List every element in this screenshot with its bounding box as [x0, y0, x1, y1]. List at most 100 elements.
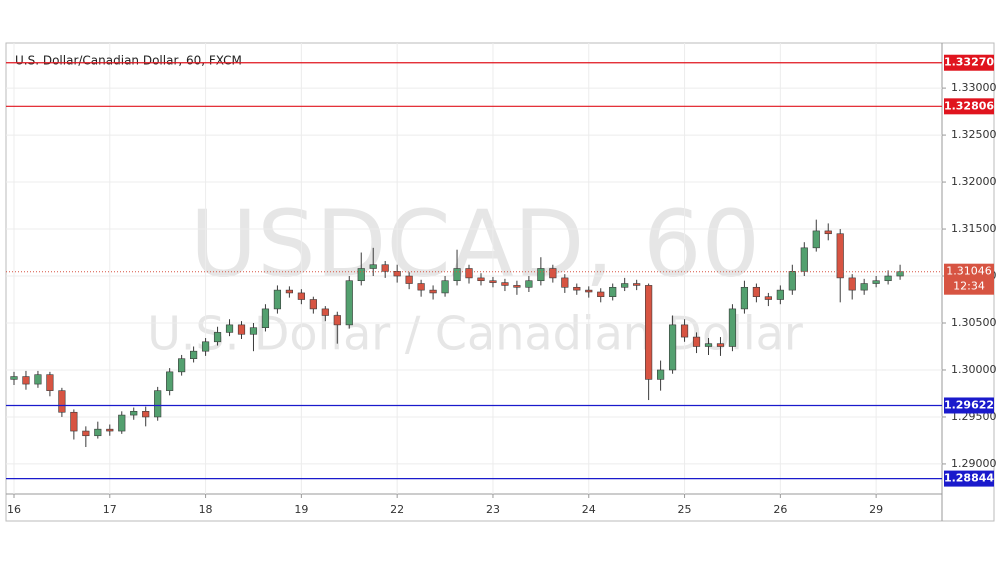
candle-body [10, 376, 18, 380]
candle-body [621, 283, 629, 288]
level-label: 1.28844 [944, 472, 994, 485]
x-tick-label: 16 [7, 503, 21, 516]
candle-body [309, 299, 317, 310]
candle-body [94, 428, 102, 437]
level-label: 1.32806 [944, 99, 994, 112]
y-tick-label: 1.30500 [951, 316, 997, 329]
last-price-bg [944, 263, 994, 295]
x-tick-label: 24 [582, 503, 596, 516]
candle-body [680, 324, 689, 338]
candle-body [692, 336, 701, 347]
candle-body [836, 233, 844, 279]
candle-body [800, 247, 808, 272]
level-label-bg [944, 397, 994, 414]
candle-body [213, 332, 222, 343]
plot [10, 219, 904, 448]
candle-body [201, 341, 210, 352]
y-tick-label: 1.32000 [951, 175, 997, 188]
candle-body [740, 286, 749, 310]
candle-body [453, 268, 461, 282]
candle-body [501, 282, 509, 286]
candle-body [381, 264, 389, 272]
candle-body [106, 428, 114, 432]
candle-body [34, 374, 42, 385]
candle-body [261, 308, 270, 328]
candle-body [549, 268, 557, 279]
candle-body [465, 268, 473, 279]
candle-body [429, 289, 437, 294]
candle-body [848, 277, 856, 291]
y-tick-label: 1.31500 [951, 222, 997, 235]
x-tick-label: 19 [294, 503, 308, 516]
candle-body [561, 277, 569, 288]
chart-frame [5, 42, 995, 522]
candle-body [585, 289, 593, 293]
candle-body [609, 286, 617, 297]
candle-body [716, 343, 725, 347]
candle-body [860, 283, 868, 291]
level-label: 1.33270 [944, 56, 994, 69]
candle-body [824, 230, 832, 235]
candle-body [321, 308, 329, 316]
x-tick-label: 17 [103, 503, 117, 516]
watermark-subtitle: U.S. Dollar / Canadian Dollar [147, 307, 803, 361]
candle-body [405, 275, 413, 284]
candle-body [776, 289, 784, 300]
watermark: USDCAD, 60 [190, 190, 760, 297]
candle-body [633, 283, 641, 286]
y-tick-label: 1.33000 [951, 81, 997, 94]
candle-body [190, 350, 198, 359]
countdown-label: 12:34 [953, 280, 985, 293]
candle-body [333, 315, 341, 326]
candle-body [812, 230, 820, 249]
x-tick-label: 22 [390, 503, 404, 516]
candle-body [58, 390, 66, 413]
candle-body [369, 264, 377, 269]
candle-body [118, 414, 126, 432]
candle-body [249, 327, 258, 335]
candle-body [417, 283, 425, 291]
candle-body [178, 358, 186, 373]
candle-body [513, 285, 521, 288]
candle-body [357, 268, 365, 282]
candle-body [537, 268, 545, 282]
last-price-label: 1.31046 [946, 265, 992, 278]
candle-body [668, 324, 677, 371]
x-tick-label: 18 [199, 503, 213, 516]
candle-body [82, 430, 90, 437]
candle-body [166, 371, 174, 391]
x-tick-label: 29 [869, 503, 883, 516]
candle-body [393, 271, 401, 277]
candle-body [70, 411, 78, 432]
y-tick-label: 1.32500 [951, 128, 997, 141]
x-tick-label: 23 [486, 503, 500, 516]
candle-body [573, 286, 581, 291]
level-label-bg [944, 98, 994, 115]
candle-body [441, 280, 449, 294]
level-label-bg [944, 54, 994, 71]
candle-body [142, 411, 150, 418]
candle-body [728, 308, 737, 347]
candle-body [237, 324, 246, 335]
candle-body [345, 280, 353, 326]
level-label: 1.29622 [944, 398, 994, 411]
candle-body [285, 289, 293, 294]
candle-body [22, 376, 30, 385]
candle-body [130, 411, 138, 416]
candle-body [788, 271, 796, 291]
candle-body [477, 277, 485, 282]
x-tick-label: 25 [678, 503, 692, 516]
y-tick-label: 1.29000 [951, 457, 997, 470]
candle-body [297, 292, 305, 300]
candle-body [752, 286, 760, 297]
level-label-bg [944, 470, 994, 487]
candle-body [225, 324, 234, 333]
x-tick-label: 26 [773, 503, 787, 516]
candle-body [896, 271, 904, 277]
candle-body [489, 280, 497, 283]
candle-body [645, 285, 653, 380]
candle-body [884, 275, 892, 282]
candle-body [46, 374, 54, 391]
